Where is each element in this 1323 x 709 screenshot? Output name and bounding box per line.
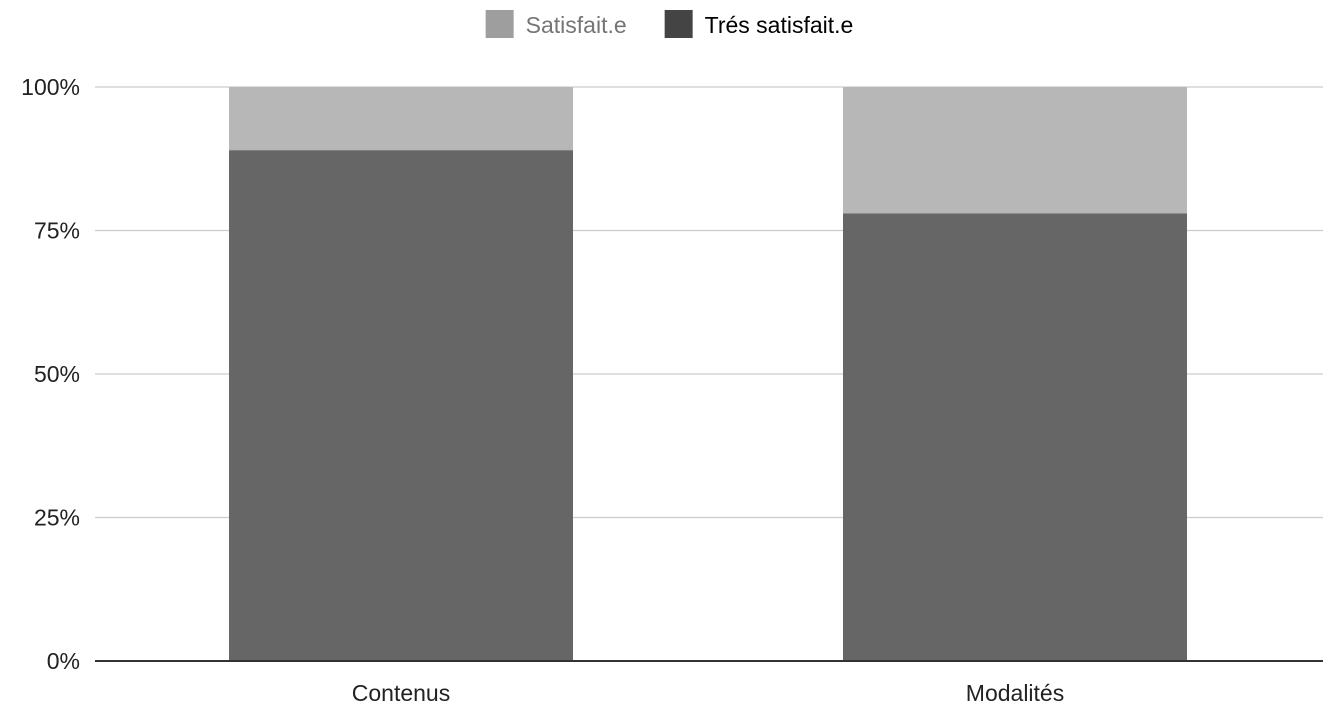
legend: Satisfait.e Trés satisfait.e [485,10,854,38]
bar-segment-satisfait-1 [843,87,1187,214]
legend-label-satisfait: Satisfait.e [526,12,627,38]
x-tick-label: Modalités [966,680,1064,704]
y-tick-label: 25% [34,505,80,531]
bars [229,87,1187,661]
legend-swatch-satisfait [485,10,514,38]
y-tick-label: 50% [34,361,80,387]
legend-label-tres-satisfait: Trés satisfait.e [705,12,854,38]
axes: 0% 25% 50% 75% 100% Contenus Modalités [21,74,1323,706]
legend-swatch-tres-satisfait [664,10,693,38]
y-tick-label: 0% [47,648,80,674]
bar-segment-satisfait-0 [229,87,573,151]
x-tick-label: Contenus [352,680,450,704]
bar-segment-tres-satisfait-1 [843,213,1187,661]
bar-segment-tres-satisfait-0 [229,150,573,661]
y-tick-label: 75% [34,218,80,244]
y-tick-label: 100% [21,74,80,100]
